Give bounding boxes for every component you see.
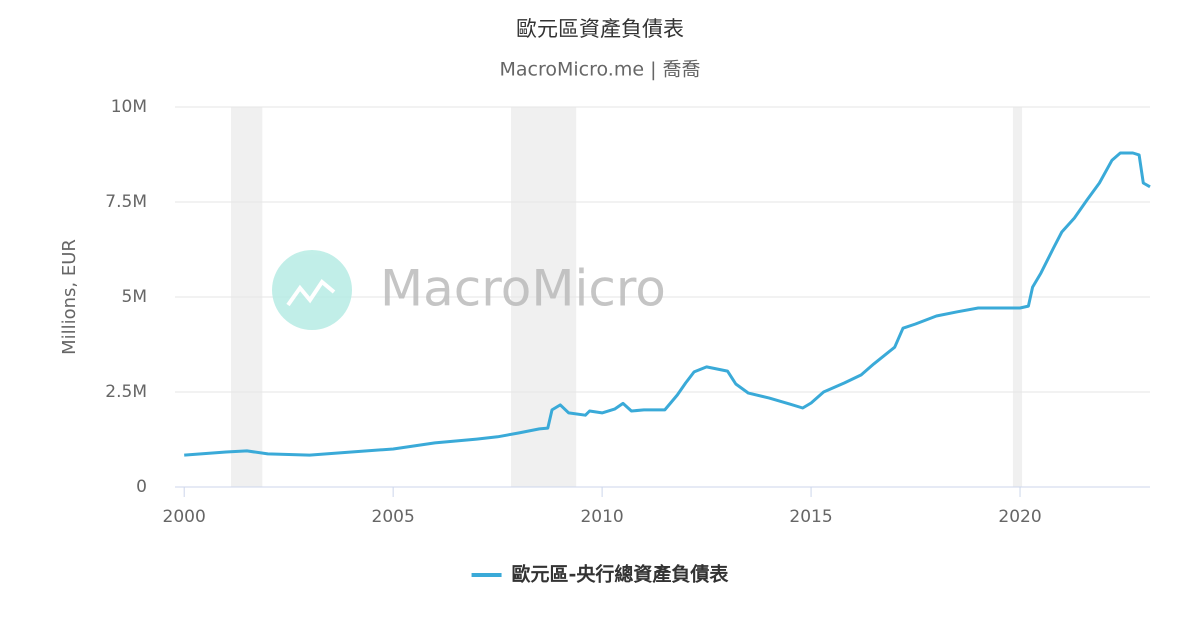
x-tick-label: 2000 <box>163 507 206 527</box>
y-tick-label: 7.5M <box>105 192 147 212</box>
watermark-text: MacroMicro <box>380 260 666 318</box>
legend-label: 歐元區-央行總資產負債表 <box>512 563 730 586</box>
watermark: MacroMicro <box>272 250 666 330</box>
y-tick-label: 10M <box>111 97 147 117</box>
watermark-logo <box>272 250 352 330</box>
background-layer <box>175 106 1150 488</box>
y-tick-label: 0 <box>136 477 147 497</box>
x-tick-label: 2015 <box>789 507 832 527</box>
y-tick-label: 2.5M <box>105 382 147 402</box>
x-tick-label: 2020 <box>998 507 1041 527</box>
chart-title: 歐元區資產負債表 <box>516 17 684 41</box>
data-line <box>184 151 1151 457</box>
legend-item: 歐元區-央行總資產負債表 <box>471 563 730 586</box>
y-axis-title: Millions, EUR <box>59 239 80 355</box>
y-tick-label: 5M <box>122 287 147 307</box>
x-tick-label: 2010 <box>580 507 623 527</box>
watermark-icon <box>286 279 336 307</box>
chart-subtitle: MacroMicro.me | 喬喬 <box>499 59 700 81</box>
x-tick-label: 2005 <box>372 507 415 527</box>
